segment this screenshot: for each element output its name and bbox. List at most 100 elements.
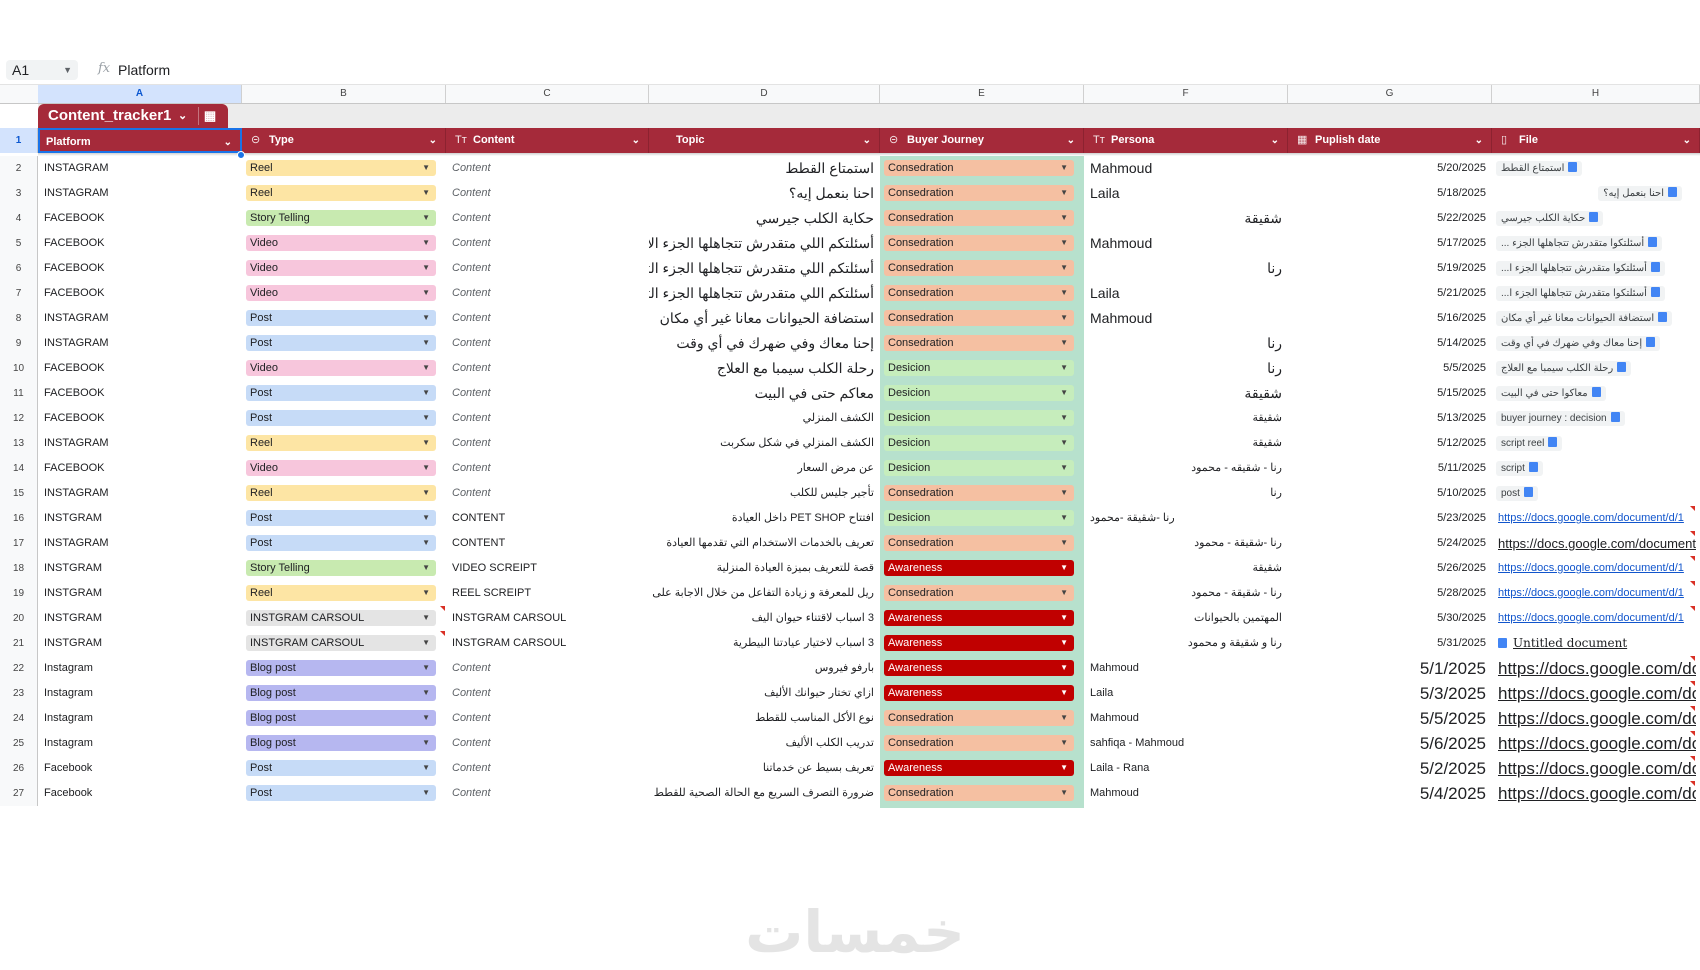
platform-cell[interactable]: INSTAGRAM — [44, 162, 109, 174]
row-number[interactable]: 2 — [0, 156, 38, 181]
dropdown-arrow-icon[interactable]: ▼ — [422, 288, 430, 297]
dropdown-arrow-icon[interactable]: ▼ — [1060, 763, 1068, 772]
row-number[interactable]: 21 — [0, 631, 38, 656]
buyer-journey-chip[interactable]: Consedration ▼ — [884, 260, 1074, 276]
dropdown-arrow-icon[interactable]: ▼ — [422, 613, 430, 622]
formula-input[interactable]: Platform — [118, 62, 171, 78]
content-cell[interactable]: Content — [452, 162, 491, 174]
row-number[interactable]: 6 — [0, 256, 38, 281]
dropdown-arrow-icon[interactable]: ▼ — [1060, 263, 1068, 272]
topic-cell[interactable]: معاكم حتى في البيت — [754, 385, 874, 401]
platform-cell[interactable]: FACEBOOK — [44, 387, 105, 399]
dropdown-arrow-icon[interactable]: ▼ — [422, 438, 430, 447]
file-chip[interactable]: حكاية الكلب جيرسي — [1496, 211, 1604, 226]
column-header-g[interactable]: G — [1288, 85, 1492, 103]
buyer-journey-chip[interactable]: Awareness ▼ — [884, 760, 1074, 776]
topic-cell[interactable]: أسئلتكم اللي متقدرش تتجاهلها الجزء الأول — [649, 235, 874, 251]
persona-cell[interactable]: Mahmoud — [1090, 787, 1139, 799]
file-link[interactable]: https://docs.google.com/document/d/ — [1498, 684, 1696, 703]
persona-cell[interactable]: شقيقة — [1252, 437, 1282, 449]
row-number[interactable]: 12 — [0, 406, 38, 431]
file-chip[interactable]: استمتاع القطط — [1496, 161, 1583, 176]
content-cell[interactable]: Content — [452, 712, 491, 724]
type-chip[interactable]: Post ▼ — [246, 410, 436, 426]
header-file[interactable]: ▯ File ⌄ — [1492, 128, 1700, 153]
buyer-journey-chip[interactable]: Desicion ▼ — [884, 510, 1074, 526]
column-header-b[interactable]: B — [242, 85, 446, 103]
topic-cell[interactable]: افتتاح PET SHOP داخل العيادة — [731, 512, 874, 524]
row-number[interactable]: 10 — [0, 356, 38, 381]
file-link[interactable]: https://docs.google.com/document/d/1 — [1498, 512, 1684, 524]
column-header-h[interactable]: H — [1492, 85, 1700, 103]
buyer-journey-chip[interactable]: Desicion ▼ — [884, 385, 1074, 401]
content-cell[interactable]: Content — [452, 787, 491, 799]
dropdown-arrow-icon[interactable]: ▼ — [1060, 738, 1068, 747]
file-chip[interactable]: Untitled document — [1492, 631, 1700, 656]
persona-cell[interactable]: شقيقة — [1244, 385, 1282, 401]
publish-date-cell[interactable]: 5/21/2025 — [1437, 287, 1486, 299]
row-number[interactable]: 16 — [0, 506, 38, 531]
publish-date-cell[interactable]: 5/13/2025 — [1437, 412, 1486, 424]
persona-cell[interactable]: رنا - شقيقه - محمود — [1191, 462, 1282, 474]
persona-cell[interactable]: Laila — [1090, 687, 1114, 699]
platform-cell[interactable]: INSTGRAM — [44, 612, 103, 624]
content-cell[interactable]: CONTENT — [452, 512, 506, 524]
file-chip[interactable]: رحلة الكلب سيمبا مع العلاج — [1496, 361, 1632, 376]
dropdown-arrow-icon[interactable]: ▼ — [422, 563, 430, 572]
dropdown-arrow-icon[interactable]: ▼ — [422, 638, 430, 647]
buyer-journey-chip[interactable]: Consedration ▼ — [884, 160, 1074, 176]
type-chip[interactable]: Reel ▼ — [246, 485, 436, 501]
dropdown-arrow-icon[interactable]: ▼ — [1060, 713, 1068, 722]
persona-cell[interactable]: رنا — [1267, 260, 1282, 276]
platform-cell[interactable]: INSTAGRAM — [44, 437, 109, 449]
publish-date-cell[interactable]: 5/14/2025 — [1437, 337, 1486, 349]
chevron-down-icon[interactable]: ⌄ — [862, 135, 871, 146]
file-chip[interactable]: script — [1496, 461, 1543, 476]
dropdown-arrow-icon[interactable]: ▼ — [422, 238, 430, 247]
platform-cell[interactable]: FACEBOOK — [44, 237, 105, 249]
file-chip[interactable]: أسئلتكوا متقدرش تتجاهلها الجزء ا... — [1496, 261, 1665, 276]
dropdown-arrow-icon[interactable]: ▼ — [1060, 463, 1068, 472]
header-type[interactable]: ⊝ Type ⌄ — [242, 128, 446, 153]
publish-date-cell[interactable]: 5/23/2025 — [1437, 512, 1486, 524]
dropdown-arrow-icon[interactable]: ▼ — [422, 688, 430, 697]
type-chip[interactable]: Post ▼ — [246, 760, 436, 776]
type-chip[interactable]: Reel ▼ — [246, 160, 436, 176]
topic-cell[interactable]: نوع الأكل المناسب للقطط — [755, 712, 874, 724]
row-number[interactable]: 26 — [0, 756, 38, 781]
dropdown-arrow-icon[interactable]: ▼ — [1060, 663, 1068, 672]
file-chip[interactable]: أسئلتكوا متقدرش تتجاهلها الجزء ... — [1496, 236, 1663, 251]
type-chip[interactable]: Reel ▼ — [246, 585, 436, 601]
platform-cell[interactable]: Facebook — [44, 787, 93, 799]
file-chip[interactable]: احنا بنعمل إيه؟ — [1598, 186, 1682, 201]
persona-cell[interactable]: شقيقة — [1252, 562, 1282, 574]
publish-date-cell[interactable]: 5/15/2025 — [1437, 387, 1486, 399]
buyer-journey-chip[interactable]: Awareness ▼ — [884, 560, 1074, 576]
row-number[interactable]: 9 — [0, 331, 38, 356]
header-buyer-journey[interactable]: ⊝ Buyer Journey ⌄ — [880, 128, 1084, 153]
dropdown-arrow-icon[interactable]: ▼ — [1060, 238, 1068, 247]
content-cell[interactable]: Content — [452, 187, 491, 199]
type-chip[interactable]: Post ▼ — [246, 310, 436, 326]
persona-cell[interactable]: رنا — [1267, 335, 1282, 351]
content-cell[interactable]: Content — [452, 487, 491, 499]
topic-cell[interactable]: حكاية الكلب جيرسي — [755, 210, 874, 226]
content-cell[interactable]: Content — [452, 387, 491, 399]
chevron-down-icon[interactable]: ⌄ — [1682, 135, 1691, 146]
topic-cell[interactable]: أسئلتكم اللي متقدرش تتجاهلها الجزء الثان… — [649, 260, 874, 276]
content-cell[interactable]: Content — [452, 412, 491, 424]
dropdown-arrow-icon[interactable]: ▼ — [422, 463, 430, 472]
file-chip[interactable]: buyer journey : decision — [1496, 411, 1625, 426]
persona-cell[interactable]: رنا - شقيقة - محمود — [1191, 587, 1282, 599]
file-chip[interactable]: إحنا معاك وفي ضهرك في أي وقت — [1496, 336, 1661, 351]
buyer-journey-chip[interactable]: Awareness ▼ — [884, 685, 1074, 701]
row-number[interactable]: 13 — [0, 431, 38, 456]
dropdown-arrow-icon[interactable]: ▼ — [1060, 288, 1068, 297]
publish-date-cell[interactable]: 5/3/2025 — [1419, 684, 1486, 703]
row-number[interactable]: 15 — [0, 481, 38, 506]
column-header-e[interactable]: E — [880, 85, 1084, 103]
content-cell[interactable]: Content — [452, 462, 491, 474]
row-number[interactable]: 5 — [0, 231, 38, 256]
header-puplish-date[interactable]: ▦ Puplish date ⌄ — [1288, 128, 1492, 153]
file-link[interactable]: https://docs.google.com/document/d/ — [1498, 734, 1696, 753]
